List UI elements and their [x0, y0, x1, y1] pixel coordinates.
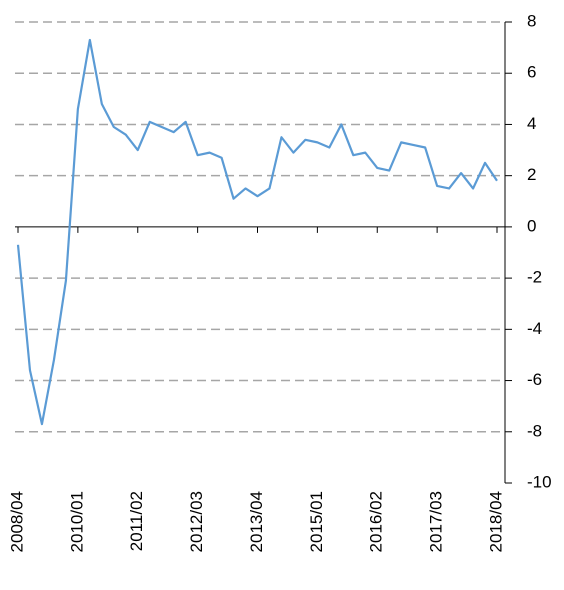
x-tick-label: 2015/01	[307, 491, 326, 552]
y-tick-label: 6	[527, 63, 536, 82]
y-tick-label: -10	[527, 472, 552, 491]
y-tick-label: 4	[527, 114, 536, 133]
x-tick-label: 2011/02	[127, 491, 146, 551]
x-tick-label: 2012/03	[187, 491, 206, 552]
x-tick-label: 2008/04	[7, 491, 26, 552]
x-tick-label: 2017/03	[427, 491, 446, 552]
y-tick-label: -8	[527, 421, 542, 440]
y-tick-label: 8	[527, 11, 536, 30]
y-tick-label: 2	[527, 165, 536, 184]
x-tick-label: 2013/04	[247, 491, 266, 552]
x-tick-label: 2016/02	[367, 491, 386, 552]
x-tick-label: 2018/04	[486, 491, 505, 552]
y-tick-label: 0	[527, 216, 536, 235]
y-tick-label: -2	[527, 268, 542, 287]
line-series	[16, 38, 498, 426]
y-tick-label: -4	[527, 319, 542, 338]
x-tick-label: 2010/01	[67, 491, 86, 552]
y-tick-label: -6	[527, 370, 542, 389]
